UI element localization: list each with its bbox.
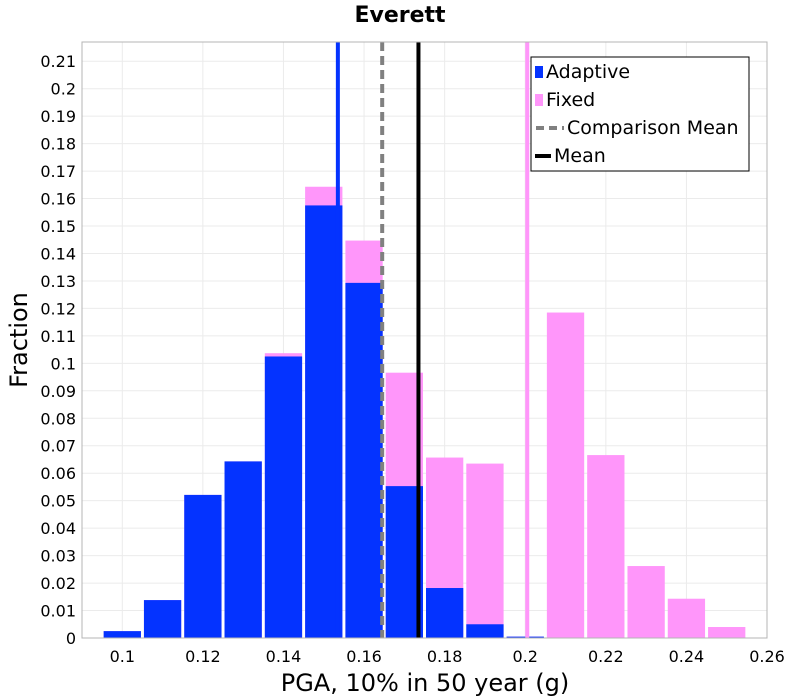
x-tick-label: 0.2: [513, 647, 538, 666]
y-tick-label: 0.2: [51, 80, 76, 99]
y-tick-label: 0.14: [40, 244, 76, 263]
y-tick-label: 0.13: [40, 272, 76, 291]
x-tick-label: 0.22: [588, 647, 624, 666]
bar-adaptive: [466, 624, 504, 638]
legend-adaptive-label: Adaptive: [546, 61, 630, 83]
y-axis-ticks: 0 0.01 0.02 0.03 0.04 0.05 0.06 0.07 0.08 0.09 0.1…: [40, 52, 76, 648]
legend-mean-label: Mean: [554, 145, 606, 167]
y-tick-label: 0.04: [40, 519, 76, 538]
bar-adaptive: [103, 631, 141, 638]
legend: Adaptive Fixed Comparison Mean Mean: [530, 56, 750, 172]
y-tick-label: 0.18: [40, 135, 76, 154]
bar-adaptive: [143, 600, 182, 638]
x-axis-title: PGA, 10% in 50 year (g): [281, 669, 570, 697]
bar-fixed: [627, 566, 665, 638]
y-tick-label: 0.09: [40, 382, 76, 401]
bar-fixed: [546, 312, 585, 638]
legend-comparison-mean-label: Comparison Mean: [567, 117, 739, 139]
y-tick-label: 0.15: [40, 217, 76, 236]
x-tick-label: 0.18: [427, 647, 463, 666]
x-axis-ticks: 0.1 0.12 0.14 0.16 0.18 0.2 0.22 0.24 0.26: [110, 647, 785, 666]
y-tick-label: 0.02: [40, 574, 76, 593]
y-tick-label: 0.11: [40, 327, 76, 346]
y-tick-label: 0.16: [40, 190, 76, 209]
y-tick-label: 0.03: [40, 547, 76, 566]
y-tick-label: 0.07: [40, 437, 76, 456]
bar-fixed: [587, 455, 625, 638]
bar-adaptive: [506, 636, 544, 638]
bar-adaptive: [184, 494, 222, 638]
y-tick-label: 0.08: [40, 409, 76, 428]
y-tick-label: 0: [66, 629, 76, 648]
x-tick-label: 0.26: [749, 647, 785, 666]
y-tick-label: 0.1: [51, 354, 76, 373]
bar-adaptive: [426, 588, 464, 638]
bar-adaptive: [264, 356, 303, 638]
x-tick-label: 0.14: [266, 647, 302, 666]
vertical-lines: [335, 42, 530, 638]
y-tick-label: 0.05: [40, 492, 76, 511]
x-tick-label: 0.1: [110, 647, 135, 666]
legend-adaptive-swatch: [535, 66, 543, 78]
x-tick-label: 0.16: [346, 647, 382, 666]
y-tick-label: 0.19: [40, 107, 76, 126]
bar-adaptive: [345, 282, 383, 638]
y-tick-label: 0.06: [40, 464, 76, 483]
y-tick-label: 0.01: [40, 602, 76, 621]
legend-box: [530, 56, 750, 172]
chart-title: Everett: [354, 3, 446, 28]
bar-adaptive: [224, 461, 262, 638]
bars: [103, 186, 746, 638]
y-tick-label: 0.12: [40, 299, 76, 318]
y-tick-label: 0.21: [40, 52, 76, 71]
legend-fixed-swatch: [535, 94, 543, 106]
x-tick-label: 0.12: [185, 647, 221, 666]
plot-frame: [81, 41, 768, 639]
x-tick-label: 0.24: [669, 647, 705, 666]
bar-fixed: [708, 627, 746, 638]
legend-fixed-label: Fixed: [546, 89, 595, 111]
bar-fixed: [466, 463, 504, 638]
y-tick-label: 0.17: [40, 162, 76, 181]
y-axis-title: Fraction: [5, 292, 33, 388]
bar-fixed: [667, 598, 706, 638]
